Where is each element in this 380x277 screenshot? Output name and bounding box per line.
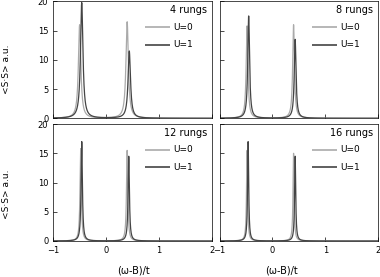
Text: 8 rungs: 8 rungs <box>336 5 373 15</box>
Text: U=0: U=0 <box>174 23 193 32</box>
Text: U=1: U=1 <box>174 163 193 172</box>
Text: U=0: U=0 <box>174 145 193 154</box>
Text: (ω-B)/t: (ω-B)/t <box>265 266 298 276</box>
Text: (ω-B)/t: (ω-B)/t <box>117 266 149 276</box>
Text: U=1: U=1 <box>340 40 360 49</box>
Text: <S·S> a.u.: <S·S> a.u. <box>2 45 11 94</box>
Text: U=0: U=0 <box>340 145 360 154</box>
Text: 16 rungs: 16 rungs <box>330 128 373 138</box>
Text: U=0: U=0 <box>340 23 360 32</box>
Text: 4 rungs: 4 rungs <box>170 5 207 15</box>
Text: 12 rungs: 12 rungs <box>164 128 207 138</box>
Text: U=1: U=1 <box>174 40 193 49</box>
Text: <S·S> a.u.: <S·S> a.u. <box>2 169 11 219</box>
Text: U=1: U=1 <box>340 163 360 172</box>
